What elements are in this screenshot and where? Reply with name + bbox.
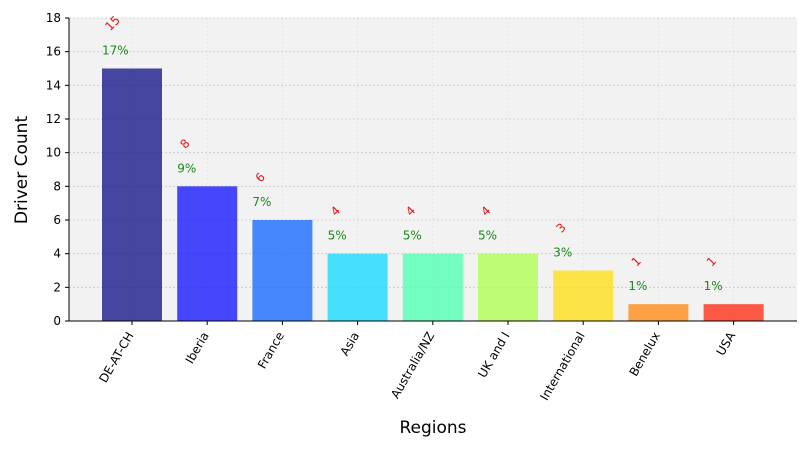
bar-percent-label: 5%	[403, 229, 422, 243]
y-tick-label: 12	[46, 112, 61, 126]
bar-percent-label: 5%	[328, 229, 347, 243]
x-tick-label: Asia	[337, 330, 362, 359]
bar-1	[177, 186, 238, 321]
bar-6	[553, 270, 614, 321]
bar-4	[402, 253, 463, 321]
x-tick-label: USA	[714, 329, 739, 358]
y-tick-label: 4	[53, 247, 61, 261]
x-tick-label: Benelux	[627, 330, 663, 379]
y-tick-label: 8	[53, 179, 61, 193]
x-tick-label: UK and I	[475, 330, 512, 381]
bar-percent-label: 5%	[478, 229, 497, 243]
bar-percent-label: 1%	[628, 279, 647, 293]
y-tick-label: 0	[53, 314, 61, 328]
y-tick-label: 18	[46, 11, 61, 25]
x-tick-label: International	[537, 330, 587, 403]
y-tick-label: 10	[46, 146, 61, 160]
bar-8	[703, 304, 764, 321]
bar-percent-label: 9%	[177, 161, 196, 175]
y-tick-label: 6	[53, 213, 61, 227]
bar-percent-label: 7%	[252, 195, 271, 209]
x-tick-label: France	[255, 330, 287, 372]
bar-3	[327, 253, 388, 321]
y-tick-label: 14	[46, 78, 61, 92]
x-tick-label: DE-AT-CH	[96, 330, 136, 386]
x-axis-label: Regions	[399, 418, 466, 438]
bar-2	[252, 220, 313, 321]
bar-5	[478, 253, 538, 321]
bar-7	[628, 304, 689, 321]
y-tick-label: 16	[46, 45, 61, 59]
x-tick-label: Iberia	[183, 330, 212, 367]
x-tick-label: Australia/NZ	[388, 330, 437, 401]
bar-percent-label: 3%	[553, 246, 572, 260]
bar-0	[102, 68, 162, 321]
y-tick-label: 2	[53, 280, 61, 294]
bar-percent-label: 17%	[102, 44, 129, 58]
bar-percent-label: 1%	[704, 279, 723, 293]
bars	[102, 68, 764, 321]
y-axis-label: Driver Count	[12, 116, 32, 225]
